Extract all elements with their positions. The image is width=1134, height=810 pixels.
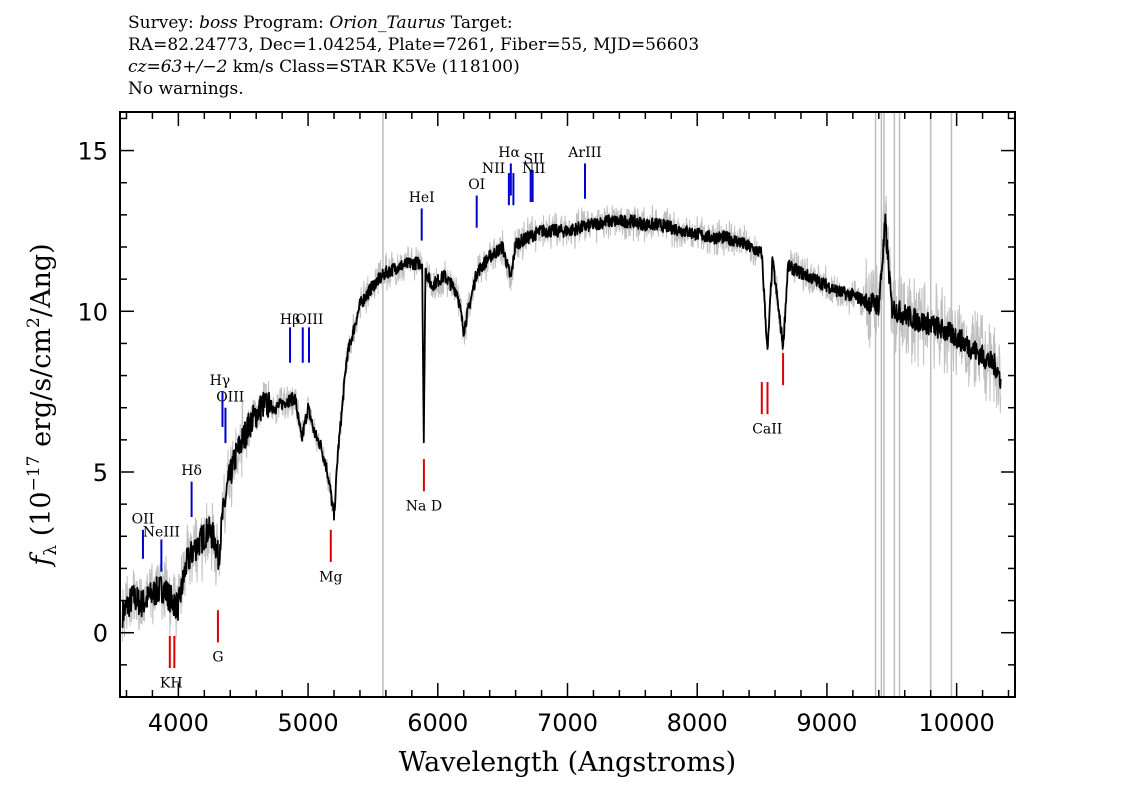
line-label: CaII — [752, 421, 782, 437]
axis-ticks: 4000 5000 6000 7000 8000 9000 10000 0 5 10 15 — [77, 112, 1015, 737]
y-axis-subscript: λ — [41, 545, 61, 556]
spectrum-header: Survey: boss Program: Orion_Taurus Targe… — [128, 12, 699, 100]
x-tick-label: 8000 — [667, 709, 728, 737]
line-label: NII — [482, 161, 505, 177]
line-label: KH — [160, 675, 183, 691]
line-label: ArIII — [567, 145, 601, 161]
y-axis-units: erg/s/cm — [26, 328, 57, 456]
spectral-line-markers — [141, 163, 785, 669]
class-info: km/s Class=STAR K5Ve (118100) — [227, 57, 520, 77]
line-label: Na D — [406, 499, 442, 515]
line-label: OII — [132, 511, 155, 527]
line-label: Hγ — [210, 373, 231, 389]
x-tick-label: 5000 — [278, 709, 339, 737]
y-axis-title: fλ (10−17 erg/s/cm2/Ang) — [24, 243, 61, 567]
header-line-1: Survey: boss Program: Orion_Taurus Targe… — [128, 12, 699, 34]
y-axis-exponent-2: 2 — [24, 317, 44, 328]
cz-value: cz=63+/−2 — [128, 57, 228, 77]
x-tick-label: 6000 — [407, 709, 468, 737]
program-prefix: Program: — [237, 13, 330, 33]
x-tick-label: 9000 — [796, 709, 857, 737]
survey-prefix: Survey: — [128, 13, 200, 33]
target-label: Target: — [445, 13, 513, 33]
line-label: Hδ — [181, 463, 202, 479]
header-line-2: RA=82.24773, Dec=1.04254, Plate=7261, Fi… — [128, 35, 700, 55]
error-curve — [122, 195, 1002, 642]
line-label: NII — [522, 161, 545, 177]
header-line-3: cz=63+/−2 km/s Class=STAR K5Ve (118100) — [128, 56, 699, 78]
y-tick-label: 15 — [77, 138, 108, 166]
y-axis-end: /Ang) — [26, 243, 57, 317]
program-name: Orion_Taurus — [329, 13, 446, 33]
x-axis-title: Wavelength (Angstroms) — [399, 747, 736, 778]
x-tick-label: 10000 — [918, 709, 994, 737]
line-label: OIII — [216, 389, 244, 405]
line-label: OIII — [295, 312, 323, 328]
survey-name: boss — [199, 13, 238, 33]
y-tick-label: 10 — [77, 298, 108, 326]
x-tick-label: 4000 — [148, 709, 209, 737]
line-label: Mg — [319, 569, 342, 585]
line-label: NeIII — [143, 524, 180, 540]
flux-curve — [121, 213, 1002, 628]
x-tick-label: 7000 — [537, 709, 598, 737]
line-label: SII — [523, 151, 544, 167]
line-label: G — [212, 650, 223, 666]
y-axis-symbol: f — [26, 552, 57, 568]
line-label: HeI — [409, 190, 435, 206]
line-label: OI — [468, 177, 485, 193]
flux-series — [121, 213, 1002, 628]
error-band — [122, 195, 1002, 642]
line-label: Hα — [498, 145, 520, 161]
y-tick-label: 5 — [93, 459, 108, 487]
sky-lines — [382, 112, 953, 697]
y-axis-exponent: −17 — [24, 456, 44, 492]
header-line-4: No warnings. — [128, 79, 244, 99]
y-tick-label: 0 — [93, 620, 108, 648]
y-axis-body: (10 — [26, 491, 57, 544]
line-label: Hβ — [280, 312, 300, 328]
